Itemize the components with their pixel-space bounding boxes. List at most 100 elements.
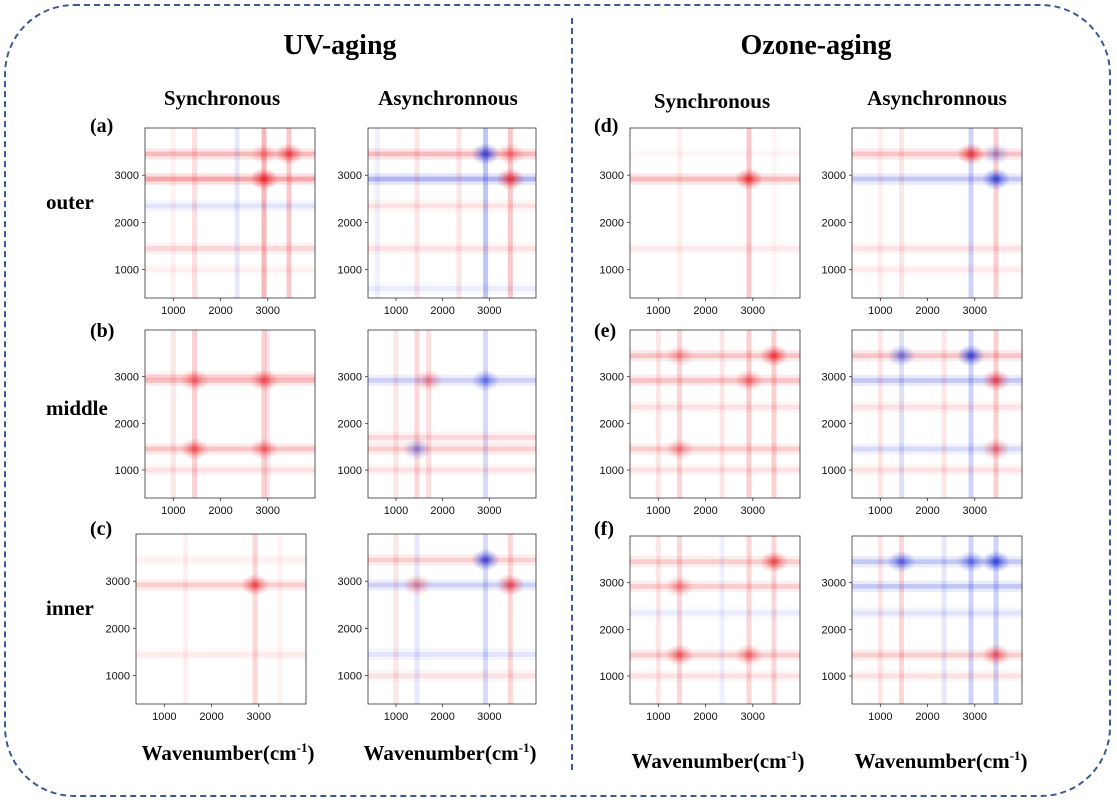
band-v-a-sync-4 — [170, 128, 176, 298]
band-v-c-async-1 — [414, 330, 420, 498]
band-h-e-async-0 — [368, 582, 536, 588]
y-tick-b-sync-0: 1000 — [600, 265, 624, 277]
peak-b-async-1 — [982, 168, 1011, 190]
x-tick-c-sync-1: 2000 — [208, 505, 232, 517]
band-v-a-sync-0 — [261, 128, 267, 298]
band-v-f-sync-3 — [655, 536, 661, 704]
band-v-e-sync-2 — [277, 534, 283, 704]
band-v-c-async-0 — [483, 330, 489, 498]
row-label-inner: inner — [46, 596, 94, 620]
y-tick-d-sync-2: 3000 — [600, 372, 624, 384]
plot-border-c-sync — [144, 329, 316, 499]
peak-f-async-2 — [887, 550, 916, 573]
heatmap-f-async: 1000 2000 3000 1000 2000 3000 — [822, 535, 1023, 723]
x-tick-a-async-2: 3000 — [477, 305, 501, 317]
panel-label-d: (d) — [594, 115, 619, 137]
plot-border-f-sync — [629, 535, 801, 705]
x-axis-label-uv-async: Wavenumber(cm-1) — [363, 740, 537, 765]
band-v-a-sync-2 — [192, 128, 198, 298]
band-h-a-sync-3 — [145, 203, 315, 209]
y-tick-d-sync-0: 1000 — [600, 465, 624, 477]
band-h-e-sync-2 — [136, 557, 306, 563]
x-tick-e-async-1: 2000 — [430, 711, 454, 723]
band-v-d-sync-4 — [719, 330, 725, 498]
band-v-a-async-0 — [483, 128, 489, 298]
y-tick-e-sync-2: 3000 — [106, 576, 130, 588]
x-tick-b-sync-2: 3000 — [741, 305, 765, 317]
band-h-e-sync-0 — [136, 582, 306, 588]
peak-a-sync-2 — [250, 142, 278, 165]
x-tick-c-async-2: 3000 — [477, 505, 501, 517]
y-tick-d-async-1: 2000 — [822, 418, 846, 430]
band-h-e-sync-1 — [136, 651, 306, 657]
heatmap-b-sync: 1000 2000 3000 1000 2000 3000 — [600, 127, 801, 317]
band-h-a-async-1 — [368, 151, 536, 157]
band-v-e-async-1 — [507, 534, 513, 704]
band-v-a-async-4 — [374, 128, 380, 298]
band-h-b-sync-2 — [630, 151, 800, 157]
peak-f-sync-0 — [760, 550, 789, 573]
plot-border-d-sync — [629, 329, 801, 499]
x-tick-f-sync-1: 2000 — [693, 711, 717, 723]
band-v-f-async-0 — [968, 536, 974, 704]
x-tick-c-async-0: 1000 — [384, 505, 408, 517]
x-tick-b-async-1: 2000 — [915, 305, 939, 317]
x-tick-d-async-0: 1000 — [868, 505, 892, 517]
y-tick-e-async-2: 3000 — [338, 576, 362, 588]
band-h-f-sync-0 — [630, 583, 800, 589]
x-tick-e-sync-1: 2000 — [199, 711, 223, 723]
band-v-d-async-2 — [899, 330, 905, 498]
y-tick-b-async-1: 2000 — [822, 217, 846, 229]
plot-border-b-sync — [629, 127, 801, 299]
band-v-b-sync-2 — [772, 128, 777, 298]
band-v-a-async-3 — [456, 128, 462, 298]
band-h-f-sync-1 — [630, 559, 800, 565]
peak-c-sync-0 — [180, 438, 209, 460]
band-v-f-sync-4 — [719, 536, 725, 704]
band-h-d-sync-0 — [630, 377, 800, 383]
band-h-a-async-2 — [368, 245, 536, 251]
y-tick-d-async-0: 1000 — [822, 465, 846, 477]
band-h-b-async-3 — [852, 267, 1022, 273]
heatmap-e-async: 1000 2000 3000 1000 2000 3000 — [338, 533, 537, 723]
band-v-f-async-3 — [877, 536, 883, 704]
band-v-e-async-2 — [414, 534, 420, 704]
col-head-uv-sync: Synchronous — [163, 86, 281, 110]
plot-border-d-async — [851, 329, 1023, 499]
x-tick-d-sync-0: 1000 — [646, 505, 670, 517]
heatmap-a-sync: 1000 2000 3000 1000 2000 3000 — [115, 127, 316, 317]
y-tick-b-sync-2: 3000 — [600, 170, 624, 182]
band-h-c-async-0 — [368, 377, 536, 383]
band-h-b-async-0 — [852, 176, 1022, 182]
band-v-c-async-3 — [393, 330, 399, 498]
col-head-oz-sync: Synchronous — [653, 89, 771, 113]
peak-e-async-1 — [496, 574, 525, 596]
band-h-c-async-1 — [368, 446, 536, 452]
peak-e-async-2 — [403, 574, 431, 596]
band-h-f-async-3 — [852, 673, 1022, 679]
band-h-c-sync-0 — [145, 377, 315, 383]
peak-d-async-0 — [957, 344, 985, 367]
y-tick-a-async-0: 1000 — [338, 265, 362, 277]
y-tick-b-sync-1: 2000 — [600, 217, 624, 229]
peak-d-sync-3 — [665, 438, 694, 460]
y-tick-f-async-2: 3000 — [822, 578, 846, 590]
y-tick-a-async-2: 3000 — [338, 170, 362, 182]
band-h-f-sync-4 — [630, 610, 800, 616]
band-v-f-sync-1 — [771, 536, 777, 704]
x-tick-a-sync-1: 2000 — [208, 305, 232, 317]
y-tick-f-sync-1: 2000 — [600, 624, 624, 636]
band-h-e-async-2 — [368, 651, 536, 657]
peak-c-sync-2 — [180, 369, 209, 392]
x-tick-d-async-2: 3000 — [963, 505, 987, 517]
x-tick-f-async-2: 3000 — [963, 711, 987, 723]
x-tick-d-sync-2: 3000 — [741, 505, 765, 517]
x-tick-c-sync-2: 3000 — [256, 505, 280, 517]
band-v-c-sync-3 — [265, 330, 271, 498]
band-v-f-sync-2 — [677, 536, 683, 704]
band-h-c-async-2 — [368, 434, 536, 440]
band-v-d-sync-2 — [677, 330, 683, 498]
y-tick-e-async-0: 1000 — [338, 671, 362, 683]
peak-e-async-0 — [471, 548, 500, 571]
band-h-d-async-1 — [852, 353, 1022, 359]
